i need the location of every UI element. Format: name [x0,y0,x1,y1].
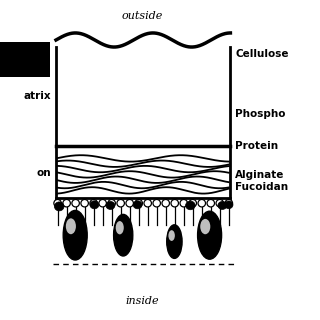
Ellipse shape [99,199,106,207]
Ellipse shape [144,199,151,207]
Ellipse shape [186,201,195,210]
Ellipse shape [66,218,76,234]
Ellipse shape [216,199,224,207]
Ellipse shape [200,219,210,234]
Ellipse shape [171,199,179,207]
Bar [0,42,50,77]
Text: Cellulose: Cellulose [235,49,289,60]
Ellipse shape [189,199,196,207]
Ellipse shape [198,199,205,207]
Ellipse shape [117,199,124,207]
Ellipse shape [116,221,124,234]
Polygon shape [56,33,230,146]
Ellipse shape [54,202,64,211]
Ellipse shape [180,199,188,207]
Ellipse shape [90,199,97,207]
Ellipse shape [225,199,233,207]
Text: inside: inside [125,296,159,306]
Text: Phospho: Phospho [235,108,286,119]
Ellipse shape [126,199,133,207]
Text: Alginate
Fucoidan: Alginate Fucoidan [235,170,288,192]
Ellipse shape [54,199,61,207]
Polygon shape [56,146,230,198]
Ellipse shape [81,199,88,207]
Ellipse shape [153,199,160,207]
Ellipse shape [133,201,142,209]
Ellipse shape [207,199,214,207]
Text: Protein: Protein [235,140,278,151]
Ellipse shape [90,201,99,209]
Ellipse shape [114,214,133,256]
Text: on: on [36,168,51,178]
Ellipse shape [72,199,79,207]
Ellipse shape [63,199,70,207]
Ellipse shape [135,199,142,207]
Ellipse shape [162,199,170,207]
Ellipse shape [63,211,87,260]
Text: outside: outside [122,11,163,21]
Ellipse shape [106,202,115,209]
Ellipse shape [198,211,222,259]
Ellipse shape [108,199,116,207]
Text: atrix: atrix [24,91,51,101]
Ellipse shape [225,201,233,209]
Ellipse shape [168,230,175,241]
Ellipse shape [167,225,182,259]
Ellipse shape [218,202,227,209]
